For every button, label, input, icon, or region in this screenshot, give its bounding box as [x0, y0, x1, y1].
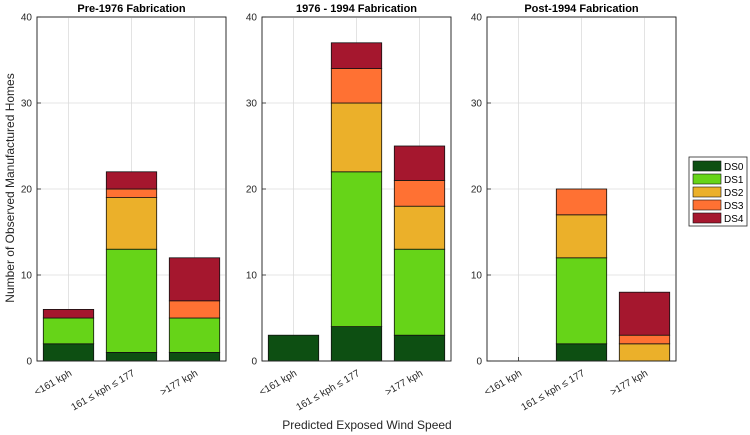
bar-segment-ds2: [105, 197, 158, 250]
y-tick-label: 30: [21, 99, 33, 110]
bar-segment-ds2: [330, 102, 383, 173]
legend-label-ds0: DS0: [724, 162, 744, 173]
axes-box: [36, 16, 227, 362]
legend-label-ds1: DS1: [724, 175, 744, 186]
bar-segment-ds3: [168, 300, 221, 319]
y-tick-label: 40: [471, 13, 483, 24]
bar-segment-ds1: [168, 317, 221, 353]
axes-box: [486, 16, 677, 362]
legend-swatch-ds4: [692, 212, 722, 224]
bar-segment-ds2: [555, 214, 608, 259]
bar-segment-ds0: [105, 351, 158, 362]
bar-segment-ds1: [393, 248, 446, 336]
x-tick-label: <161 kph: [258, 368, 299, 398]
y-tick-label: 30: [246, 99, 258, 110]
x-tick-label: 161 ≤ kph ≤ 177: [69, 368, 137, 414]
legend-swatch-ds2: [692, 186, 722, 198]
bar-segment-ds3: [555, 188, 608, 216]
y-tick-label: 10: [21, 271, 33, 282]
legend-label-ds4: DS4: [724, 214, 744, 225]
x-tick-label: >177 kph: [609, 368, 650, 398]
bar-segment-ds1: [42, 317, 95, 345]
bar-segment-ds4: [393, 145, 446, 181]
y-tick-label: 20: [471, 185, 483, 196]
panel-title: 1976 - 1994 Fabrication: [296, 3, 417, 15]
axes-box: [261, 16, 452, 362]
bar-segment-ds0: [42, 343, 95, 362]
bar-segment-ds0: [168, 351, 221, 362]
y-tick-label: 40: [21, 13, 33, 24]
y-tick-label: 10: [471, 271, 483, 282]
y-tick-label: 40: [246, 13, 258, 24]
bar-segment-ds1: [555, 257, 608, 345]
panel-title: Pre-1976 Fabrication: [77, 3, 185, 15]
bar-segment-ds4: [105, 171, 158, 190]
y-tick-label: 10: [246, 271, 258, 282]
legend-swatch-ds1: [692, 173, 722, 185]
legend-label-ds3: DS3: [724, 201, 744, 212]
x-tick-label: <161 kph: [33, 368, 74, 398]
bar-segment-ds1: [105, 248, 158, 353]
x-axis-label: Predicted Exposed Wind Speed: [282, 418, 451, 432]
bar-segment-ds3: [393, 179, 446, 207]
y-tick-label: 20: [246, 185, 258, 196]
legend: DS0 DS1 DS2 DS3 DS4: [688, 156, 748, 227]
x-tick-label: >177 kph: [159, 368, 200, 398]
x-tick-label: >177 kph: [384, 368, 425, 398]
bar-segment-ds4: [42, 308, 95, 319]
legend-swatch-ds3: [692, 199, 722, 211]
bar-segment-ds4: [618, 291, 671, 336]
legend-swatch-ds0: [692, 160, 722, 172]
x-tick-label: <161 kph: [483, 368, 524, 398]
y-tick-label: 30: [471, 99, 483, 110]
y-tick-label: 20: [21, 185, 33, 196]
panel-title: Post-1994 Fabrication: [524, 3, 639, 15]
bar-segment-ds4: [330, 42, 383, 69]
x-tick-label: 161 ≤ kph ≤ 177: [519, 368, 587, 414]
y-axis-label: Number of Observed Manufactured Homes: [3, 73, 17, 302]
bar-segment-ds0: [330, 326, 383, 362]
bar-segment-ds1: [330, 171, 383, 328]
legend-label-ds2: DS2: [724, 188, 744, 199]
bar-segment-ds2: [393, 205, 446, 250]
bar-segment-ds2: [618, 343, 671, 362]
bar-segment-ds0: [267, 334, 320, 362]
x-tick-label: 161 ≤ kph ≤ 177: [294, 368, 362, 414]
y-tick-label: 0: [476, 357, 482, 368]
y-tick-label: 0: [251, 357, 257, 368]
y-tick-label: 0: [26, 357, 32, 368]
bar-segment-ds0: [555, 343, 608, 362]
bar-segment-ds3: [330, 68, 383, 104]
bar-segment-ds3: [105, 188, 158, 199]
bar-segment-ds0: [393, 334, 446, 362]
bar-segment-ds3: [618, 334, 671, 345]
bar-segment-ds4: [168, 257, 221, 302]
